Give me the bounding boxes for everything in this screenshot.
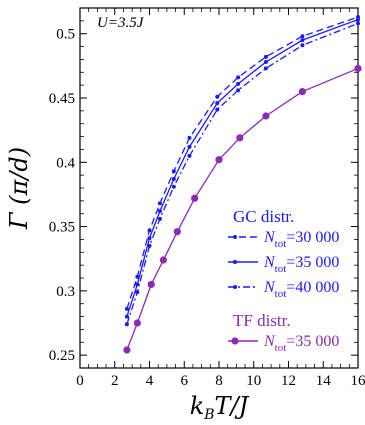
- legend-marker: [233, 235, 237, 239]
- x-tick-label: 2: [111, 373, 119, 389]
- data-point: [215, 101, 220, 106]
- data-point: [262, 112, 270, 120]
- data-point: [215, 94, 220, 99]
- data-point: [300, 43, 305, 48]
- data-point: [236, 75, 241, 80]
- data-point: [147, 280, 155, 289]
- y-axis-label: Γ (π/d): [5, 147, 33, 230]
- x-tick-label: 12: [281, 373, 296, 389]
- data-point: [187, 153, 192, 158]
- series-2: [124, 17, 360, 319]
- data-point: [159, 256, 167, 264]
- data-point: [171, 169, 176, 174]
- data-point: [356, 21, 360, 26]
- series-layer: [123, 15, 362, 354]
- legend-entry-2: Ntot=35 000: [228, 254, 339, 275]
- annotation-text: U=3.5J: [97, 15, 145, 31]
- legend-marker: [233, 260, 237, 264]
- data-point: [215, 156, 223, 164]
- data-point: [300, 38, 305, 43]
- x-tick-label: 8: [215, 373, 223, 389]
- legend: GC distr. TF distr. Ntot=30 000 Ntot=35 0…: [228, 207, 339, 354]
- data-point: [124, 314, 129, 319]
- data-point: [135, 290, 140, 295]
- data-point: [157, 216, 162, 221]
- data-point: [263, 66, 268, 71]
- legend-title-tf: TF distr.: [233, 311, 291, 330]
- data-point: [147, 243, 152, 248]
- x-tick-label: 16: [351, 373, 365, 389]
- data-point: [173, 228, 181, 236]
- legend-label: Ntot=40 000: [263, 279, 339, 300]
- data-point: [300, 34, 305, 39]
- series-3: [124, 21, 360, 327]
- legend-entry-1: Ntot=30 000: [228, 229, 339, 250]
- y-tick-label: 0.4: [56, 155, 75, 171]
- data-point: [356, 17, 360, 22]
- data-point: [191, 194, 199, 202]
- x-tick-label: 0: [76, 373, 84, 389]
- data-point: [147, 236, 152, 241]
- legend-entry-3: Ntot=40 000: [228, 279, 339, 300]
- y-tick-label: 0.3: [56, 284, 75, 300]
- data-point: [215, 107, 220, 112]
- x-axis-label: kBT/J: [190, 392, 250, 423]
- legend-label: Ntot=35 000: [263, 254, 339, 275]
- legend-entry-4: Ntot=35 000: [228, 333, 339, 354]
- legend-marker: [233, 285, 237, 289]
- data-point: [263, 54, 268, 59]
- data-point: [171, 177, 176, 181]
- data-point: [354, 64, 362, 73]
- data-point: [171, 184, 176, 189]
- legend-label: Ntot=35 000: [263, 333, 339, 354]
- series-line: [126, 18, 359, 317]
- x-tick-label: 6: [181, 373, 189, 389]
- x-tick-label: 4: [146, 373, 154, 389]
- x-tick-label: 14: [316, 373, 332, 389]
- legend-marker: [231, 337, 239, 345]
- data-point: [236, 134, 244, 142]
- series-1: [124, 15, 360, 311]
- data-point: [157, 201, 162, 206]
- data-point: [135, 274, 140, 279]
- data-point: [124, 322, 129, 327]
- data-point: [263, 60, 268, 64]
- data-point: [236, 88, 241, 93]
- data-point: [157, 209, 162, 214]
- y-tick-label: 0.5: [56, 27, 75, 43]
- plot-frame: [79, 7, 359, 369]
- data-point: [124, 306, 129, 311]
- data-point: [133, 319, 141, 327]
- y-tick-label: 0.35: [49, 220, 75, 236]
- legend-title-gc: GC distr.: [233, 207, 294, 226]
- data-point: [135, 282, 140, 287]
- data-point: [236, 81, 241, 86]
- y-tick-label: 0.25: [49, 348, 75, 364]
- data-point: [187, 144, 192, 149]
- data-point: [187, 135, 192, 140]
- y-tick-label: 0.45: [49, 91, 75, 107]
- data-point: [298, 87, 306, 96]
- x-tick-label: 10: [246, 373, 261, 389]
- axis-ticks: 0 2 4 6 8 10 12 14 16 0.25 0.3 0.35 0.4 0.45 0.5: [49, 7, 365, 389]
- series-4: [123, 64, 362, 354]
- legend-label: Ntot=30 000: [263, 229, 339, 250]
- data-point: [123, 346, 131, 354]
- data-point: [147, 228, 152, 233]
